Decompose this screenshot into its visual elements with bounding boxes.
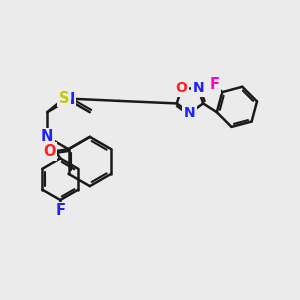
Text: N: N xyxy=(193,81,205,95)
Text: N: N xyxy=(184,106,196,120)
Text: O: O xyxy=(175,81,187,95)
Text: S: S xyxy=(59,91,69,106)
Text: F: F xyxy=(55,203,65,218)
Text: O: O xyxy=(43,144,56,159)
Text: F: F xyxy=(210,77,220,92)
Text: N: N xyxy=(41,129,53,144)
Text: N: N xyxy=(62,92,75,107)
